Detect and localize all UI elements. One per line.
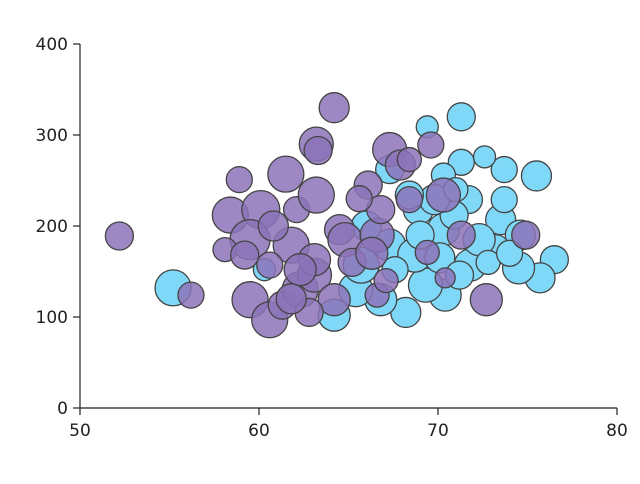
bubble-series-2 — [230, 240, 260, 270]
bubble-series-2 — [104, 221, 135, 251]
bubble-series-2 — [511, 220, 541, 250]
bubble-series-1 — [446, 102, 476, 132]
bubble-series-2 — [417, 131, 445, 159]
y-axis-ticks: 0 100 200 300 400 — [36, 35, 80, 419]
bubble-series-2 — [317, 283, 351, 317]
bubble-series-1 — [490, 185, 518, 214]
x-axis-ticks: 50 60 70 80 — [69, 408, 628, 441]
bubble-series-2 — [318, 92, 350, 124]
bubble-series-2 — [373, 267, 399, 294]
bubble-series-2 — [345, 185, 373, 213]
bubble-series-2 — [283, 253, 317, 287]
y-tick-label: 100 — [36, 308, 68, 328]
y-tick-label: 200 — [36, 217, 68, 237]
bubble-series-1 — [520, 160, 553, 192]
bubble-series-2 — [275, 283, 307, 315]
bubble-series-2 — [256, 251, 284, 279]
x-tick-label: 70 — [427, 421, 449, 441]
bubble-series-2 — [225, 165, 253, 194]
bubble-series-2 — [425, 177, 462, 213]
bubble-series-2 — [257, 210, 289, 242]
bubble-series-2 — [434, 267, 456, 289]
plot-area — [104, 92, 569, 339]
y-tick-label: 400 — [36, 35, 68, 55]
bubble-series-2 — [446, 220, 476, 250]
bubble-series-1 — [472, 145, 497, 169]
bubble-series-2 — [414, 239, 440, 266]
bubble-series-2 — [469, 283, 503, 317]
bubble-series-2 — [177, 281, 205, 309]
bubble-series-2 — [395, 185, 424, 214]
x-tick-label: 60 — [248, 421, 270, 441]
x-tick-label: 50 — [69, 421, 91, 441]
bubble-series-2 — [396, 146, 423, 173]
bubble-series-1 — [495, 239, 524, 267]
y-tick-label: 0 — [57, 399, 68, 419]
bubble-series-1 — [447, 148, 475, 176]
bubble-series-1 — [490, 155, 518, 184]
bubble-series-2 — [297, 176, 335, 214]
bubble-series-2 — [303, 135, 333, 166]
bubble-series-2 — [355, 236, 389, 270]
bubble-series-2 — [267, 155, 305, 193]
x-tick-label: 80 — [606, 421, 628, 441]
y-tick-label: 300 — [36, 126, 68, 146]
